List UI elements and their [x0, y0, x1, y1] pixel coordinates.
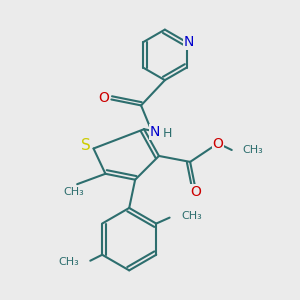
- Text: CH₃: CH₃: [242, 145, 263, 155]
- Text: CH₃: CH₃: [181, 211, 202, 221]
- Text: H: H: [163, 127, 172, 140]
- Text: N: N: [150, 125, 160, 139]
- Text: O: O: [212, 137, 223, 151]
- Text: N: N: [184, 35, 194, 49]
- Text: CH₃: CH₃: [64, 187, 85, 196]
- Text: O: O: [98, 91, 110, 105]
- Text: O: O: [190, 184, 202, 199]
- Text: CH₃: CH₃: [58, 257, 79, 267]
- Text: S: S: [81, 138, 91, 153]
